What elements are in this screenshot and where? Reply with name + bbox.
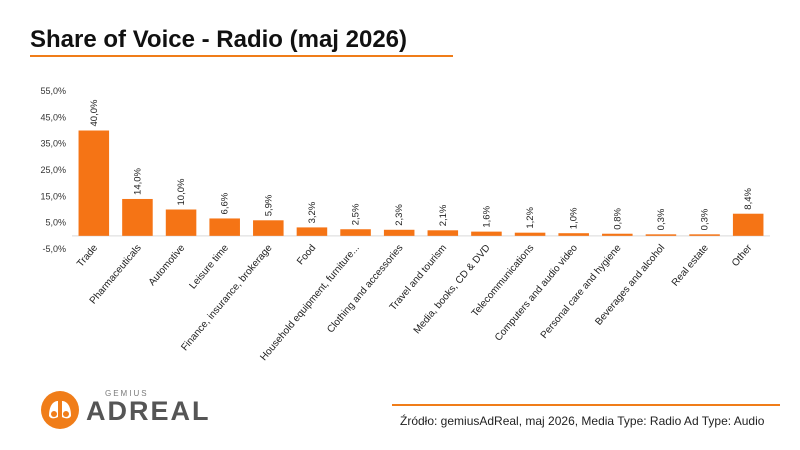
data-label: 6,6% [220,192,231,214]
bar [122,198,153,236]
x-tick-label: Leisure time [188,242,232,291]
bar [340,229,371,236]
source-rule [392,404,780,406]
data-label: 0,8% [612,208,623,230]
y-tick-label: 25,0% [40,165,66,175]
bar [689,234,720,236]
data-label: 14,0% [132,167,143,194]
bar [558,233,589,236]
logo-emblem-icon [41,391,79,429]
x-tick-label: Computers and audio video [493,242,580,343]
x-tick-label: Media, books, CD & DVD [412,243,493,337]
data-label: 2,3% [394,204,405,226]
bar [427,230,459,236]
x-tick-label: Clothing and accessories [325,243,405,336]
logo-small-text: GEMIUS [105,389,149,398]
y-tick-label: 15,0% [40,191,66,201]
bar [645,234,677,236]
gemius-adreal-logo: GEMIUS ADREAL [40,388,209,436]
x-tick-label: Real estate [670,242,711,288]
data-label: 40,0% [89,99,100,126]
x-tick-label: Food [295,243,318,268]
data-label: 1,0% [569,207,580,229]
title-underline [30,55,453,57]
bar [471,231,502,236]
bar [78,130,110,236]
bar [514,232,546,236]
data-label: 3,2% [307,201,318,223]
bar [253,220,284,236]
data-label: 8,4% [743,188,754,210]
x-tick-label: Trade [75,242,100,269]
bar [165,209,197,236]
chart-title: Share of Voice - Radio (maj 2026) [30,26,408,53]
data-label: 10,0% [176,178,187,205]
y-tick-label: 35,0% [40,139,66,149]
bar [383,229,415,236]
x-tick-label: Personal care and hygiene [539,242,624,341]
data-label: 2,1% [438,204,449,226]
data-label: 1,2% [525,206,536,228]
data-label: 2,5% [351,203,362,225]
bar [209,218,240,236]
data-label: 0,3% [656,208,667,230]
x-tick-label: Finance, insurance, brokerage [179,242,275,353]
data-label: 0,3% [700,208,711,230]
y-tick-label: 45,0% [40,112,66,122]
bar [732,213,764,236]
bar [602,233,633,236]
y-tick-label: 55,0% [40,86,66,96]
y-tick-label: -5,0% [42,244,66,254]
bar [296,227,328,236]
logo-big-text: ADREAL [86,396,211,426]
data-label: 5,9% [263,194,274,216]
source-note: Źródło: gemiusAdReal, maj 2026, Media Ty… [400,414,765,428]
x-tick-label: Other [730,242,755,269]
data-label: 1,6% [481,205,492,227]
x-tick-label: Automotive [147,242,188,288]
bar-chart: -5,0% 5,0% 15,0% 25,0% 35,0% 45,0% 55,0% 40,0% T… [40,86,770,363]
y-tick-label: 5,0% [45,218,66,228]
